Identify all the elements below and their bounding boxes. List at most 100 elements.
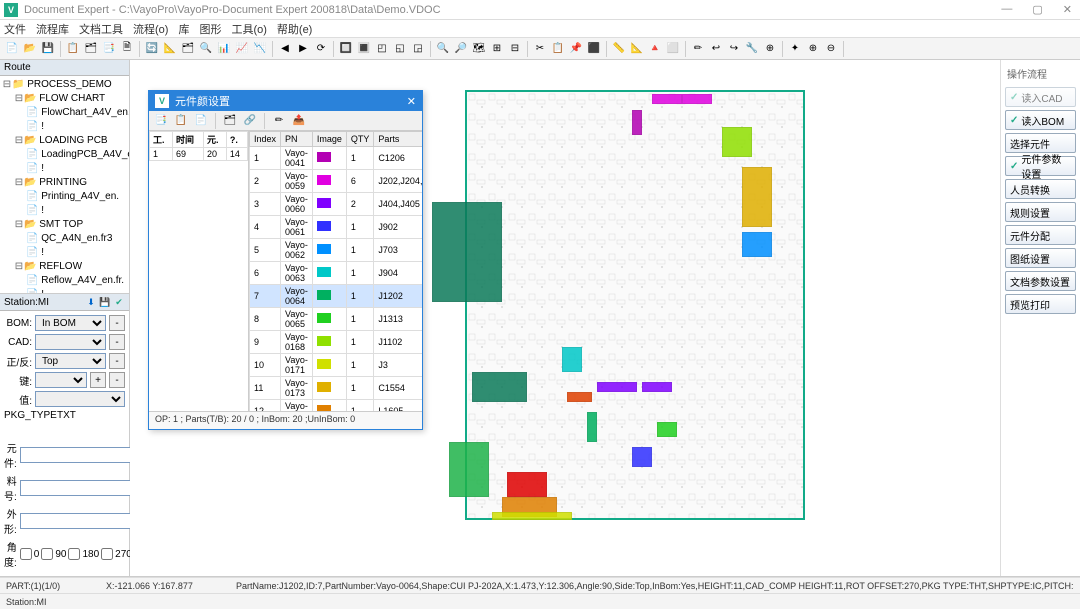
- workflow-step-0[interactable]: 读入CAD: [1005, 87, 1076, 107]
- dlg-tool-1-icon[interactable]: 📑: [153, 113, 169, 129]
- maximize-button[interactable]: ▢: [1028, 3, 1046, 16]
- pcb-canvas[interactable]: V 元件颜设置 ✕ 📑 📋 📄 🗂 🔗 ✏ 📤 工.时间元.?.: [130, 60, 1000, 576]
- toolbar-btn-17-icon[interactable]: ◀: [277, 41, 293, 57]
- toolbar-btn-21-icon[interactable]: 🔲: [338, 41, 354, 57]
- key-add-button[interactable]: +: [90, 372, 106, 388]
- key-clear-button[interactable]: -: [109, 372, 125, 388]
- bom-clear-button[interactable]: -: [109, 315, 125, 331]
- toolbar-btn-7-icon[interactable]: 🗎: [119, 41, 135, 57]
- toolbar-btn-30-icon[interactable]: ⊞: [489, 41, 505, 57]
- cad-clear-button[interactable]: -: [109, 334, 125, 350]
- workflow-step-7[interactable]: 图纸设置: [1005, 248, 1076, 268]
- toolbar-btn-31-icon[interactable]: ⊟: [507, 41, 523, 57]
- menu-item-2[interactable]: 文档工具: [79, 21, 123, 37]
- toolbar-btn-13-icon[interactable]: 📊: [216, 41, 232, 57]
- toolbar-btn-2-icon[interactable]: 💾: [40, 41, 56, 57]
- menu-item-1[interactable]: 流程库: [36, 21, 69, 37]
- cad-select[interactable]: [35, 334, 106, 350]
- toolbar-btn-19-icon[interactable]: ⟳: [313, 41, 329, 57]
- toolbar-btn-39-icon[interactable]: 📐: [629, 41, 645, 57]
- toolbar-btn-49-icon[interactable]: ✦: [787, 41, 803, 57]
- side-select[interactable]: Top: [35, 353, 106, 369]
- parts-table[interactable]: IndexPNImageQTYParts 1Vayo-00411C12062Va…: [249, 131, 422, 411]
- dialog-close-button[interactable]: ✕: [407, 95, 416, 108]
- toolbar-btn-50-icon[interactable]: ⊕: [805, 41, 821, 57]
- toolbar-btn-4-icon[interactable]: 📋: [65, 41, 81, 57]
- toolbar-btn-23-icon[interactable]: ◰: [374, 41, 390, 57]
- station-check-icon[interactable]: ✔: [113, 296, 125, 308]
- key-select[interactable]: [35, 372, 87, 388]
- menu-item-6[interactable]: 工具(o): [231, 21, 266, 37]
- toolbar-btn-24-icon[interactable]: ◱: [392, 41, 408, 57]
- parts-row[interactable]: 3Vayo-00602J404,J405: [250, 193, 423, 216]
- side-clear-button[interactable]: -: [109, 353, 125, 369]
- toolbar-btn-27-icon[interactable]: 🔍: [435, 41, 451, 57]
- toolbar-btn-28-icon[interactable]: 🔎: [453, 41, 469, 57]
- dialog-titlebar[interactable]: V 元件颜设置 ✕: [149, 91, 422, 111]
- toolbar-btn-25-icon[interactable]: ◲: [410, 41, 426, 57]
- parts-row[interactable]: 11Vayo-01731C1554: [250, 377, 423, 400]
- bom-select[interactable]: In BOM: [35, 315, 106, 331]
- toolbar-btn-29-icon[interactable]: 🗺: [471, 41, 487, 57]
- toolbar-btn-40-icon[interactable]: 🔺: [647, 41, 663, 57]
- toolbar-btn-1-icon[interactable]: 📂: [22, 41, 38, 57]
- val-select[interactable]: [35, 391, 125, 407]
- workflow-step-9[interactable]: 预览打印: [1005, 294, 1076, 314]
- toolbar-btn-46-icon[interactable]: 🔧: [744, 41, 760, 57]
- parts-row[interactable]: 10Vayo-01711J3: [250, 354, 423, 377]
- menu-item-3[interactable]: 流程(o): [133, 21, 168, 37]
- station-save-icon[interactable]: 💾: [99, 296, 111, 308]
- workflow-step-6[interactable]: 元件分配: [1005, 225, 1076, 245]
- minimize-button[interactable]: —: [997, 3, 1016, 16]
- toolbar-btn-14-icon[interactable]: 📈: [234, 41, 250, 57]
- menu-item-7[interactable]: 帮助(e): [277, 21, 312, 37]
- toolbar-btn-18-icon[interactable]: ▶: [295, 41, 311, 57]
- toolbar-btn-41-icon[interactable]: ⬜: [665, 41, 681, 57]
- menu-item-0[interactable]: 文件: [4, 21, 26, 37]
- toolbar-btn-47-icon[interactable]: ⊕: [762, 41, 778, 57]
- toolbar-btn-12-icon[interactable]: 🔍: [198, 41, 214, 57]
- toolbar-btn-5-icon[interactable]: 🗂: [83, 41, 99, 57]
- toolbar-btn-51-icon[interactable]: ⊖: [823, 41, 839, 57]
- menu-item-5[interactable]: 图形: [199, 21, 221, 37]
- toolbar-btn-22-icon[interactable]: 🔳: [356, 41, 372, 57]
- toolbar-btn-45-icon[interactable]: ↪: [726, 41, 742, 57]
- toolbar-btn-11-icon[interactable]: 🗂: [180, 41, 196, 57]
- close-button[interactable]: ✕: [1059, 3, 1076, 16]
- dlg-tool-4-icon[interactable]: 🗂: [222, 113, 238, 129]
- menu-item-4[interactable]: 库: [178, 21, 189, 37]
- toolbar-btn-38-icon[interactable]: 📏: [611, 41, 627, 57]
- toolbar-btn-9-icon[interactable]: 🔄: [144, 41, 160, 57]
- parts-row[interactable]: 12Vayo-01811L1605: [250, 400, 423, 412]
- parts-row[interactable]: 9Vayo-01681J1102: [250, 331, 423, 354]
- dlg-tool-5-icon[interactable]: 🔗: [242, 113, 258, 129]
- parts-row[interactable]: 8Vayo-00651J1313: [250, 308, 423, 331]
- toolbar-btn-34-icon[interactable]: 📋: [550, 41, 566, 57]
- dlg-tool-3-icon[interactable]: 📄: [193, 113, 209, 129]
- workflow-step-8[interactable]: 文档参数设置: [1005, 271, 1076, 291]
- station-collapse-icon[interactable]: ⬇: [85, 296, 97, 308]
- parts-row[interactable]: 4Vayo-00611J902: [250, 216, 423, 239]
- workflow-step-1[interactable]: 读入BOM: [1005, 110, 1076, 130]
- toolbar-btn-6-icon[interactable]: 📑: [101, 41, 117, 57]
- parts-row[interactable]: 1Vayo-00411C1206: [250, 147, 423, 170]
- toolbar-btn-36-icon[interactable]: ⬛: [586, 41, 602, 57]
- workflow-step-5[interactable]: 规则设置: [1005, 202, 1076, 222]
- angle-0-check[interactable]: [20, 546, 32, 562]
- angle-270-check[interactable]: [101, 546, 113, 562]
- angle-90-check[interactable]: [41, 546, 53, 562]
- dlg-tool-6-icon[interactable]: ✏: [271, 113, 287, 129]
- workflow-step-2[interactable]: 选择元件: [1005, 133, 1076, 153]
- workflow-step-3[interactable]: 元件参数设置: [1005, 156, 1076, 176]
- parts-row[interactable]: 7Vayo-00641J1202: [250, 285, 423, 308]
- toolbar-btn-0-icon[interactable]: 📄: [4, 41, 20, 57]
- parts-row[interactable]: 5Vayo-00621J703: [250, 239, 423, 262]
- parts-row[interactable]: 2Vayo-00596J202,J204,J20: [250, 170, 423, 193]
- toolbar-btn-33-icon[interactable]: ✂: [532, 41, 548, 57]
- toolbar-btn-43-icon[interactable]: ✏: [690, 41, 706, 57]
- workflow-step-4[interactable]: 人员转换: [1005, 179, 1076, 199]
- angle-180-check[interactable]: [68, 546, 80, 562]
- toolbar-btn-35-icon[interactable]: 📌: [568, 41, 584, 57]
- route-tree[interactable]: ⊟📁 PROCESS_DEMO⊟📂 FLOW CHART📄 FlowChart_…: [0, 76, 129, 293]
- parts-row[interactable]: 6Vayo-00631J904: [250, 262, 423, 285]
